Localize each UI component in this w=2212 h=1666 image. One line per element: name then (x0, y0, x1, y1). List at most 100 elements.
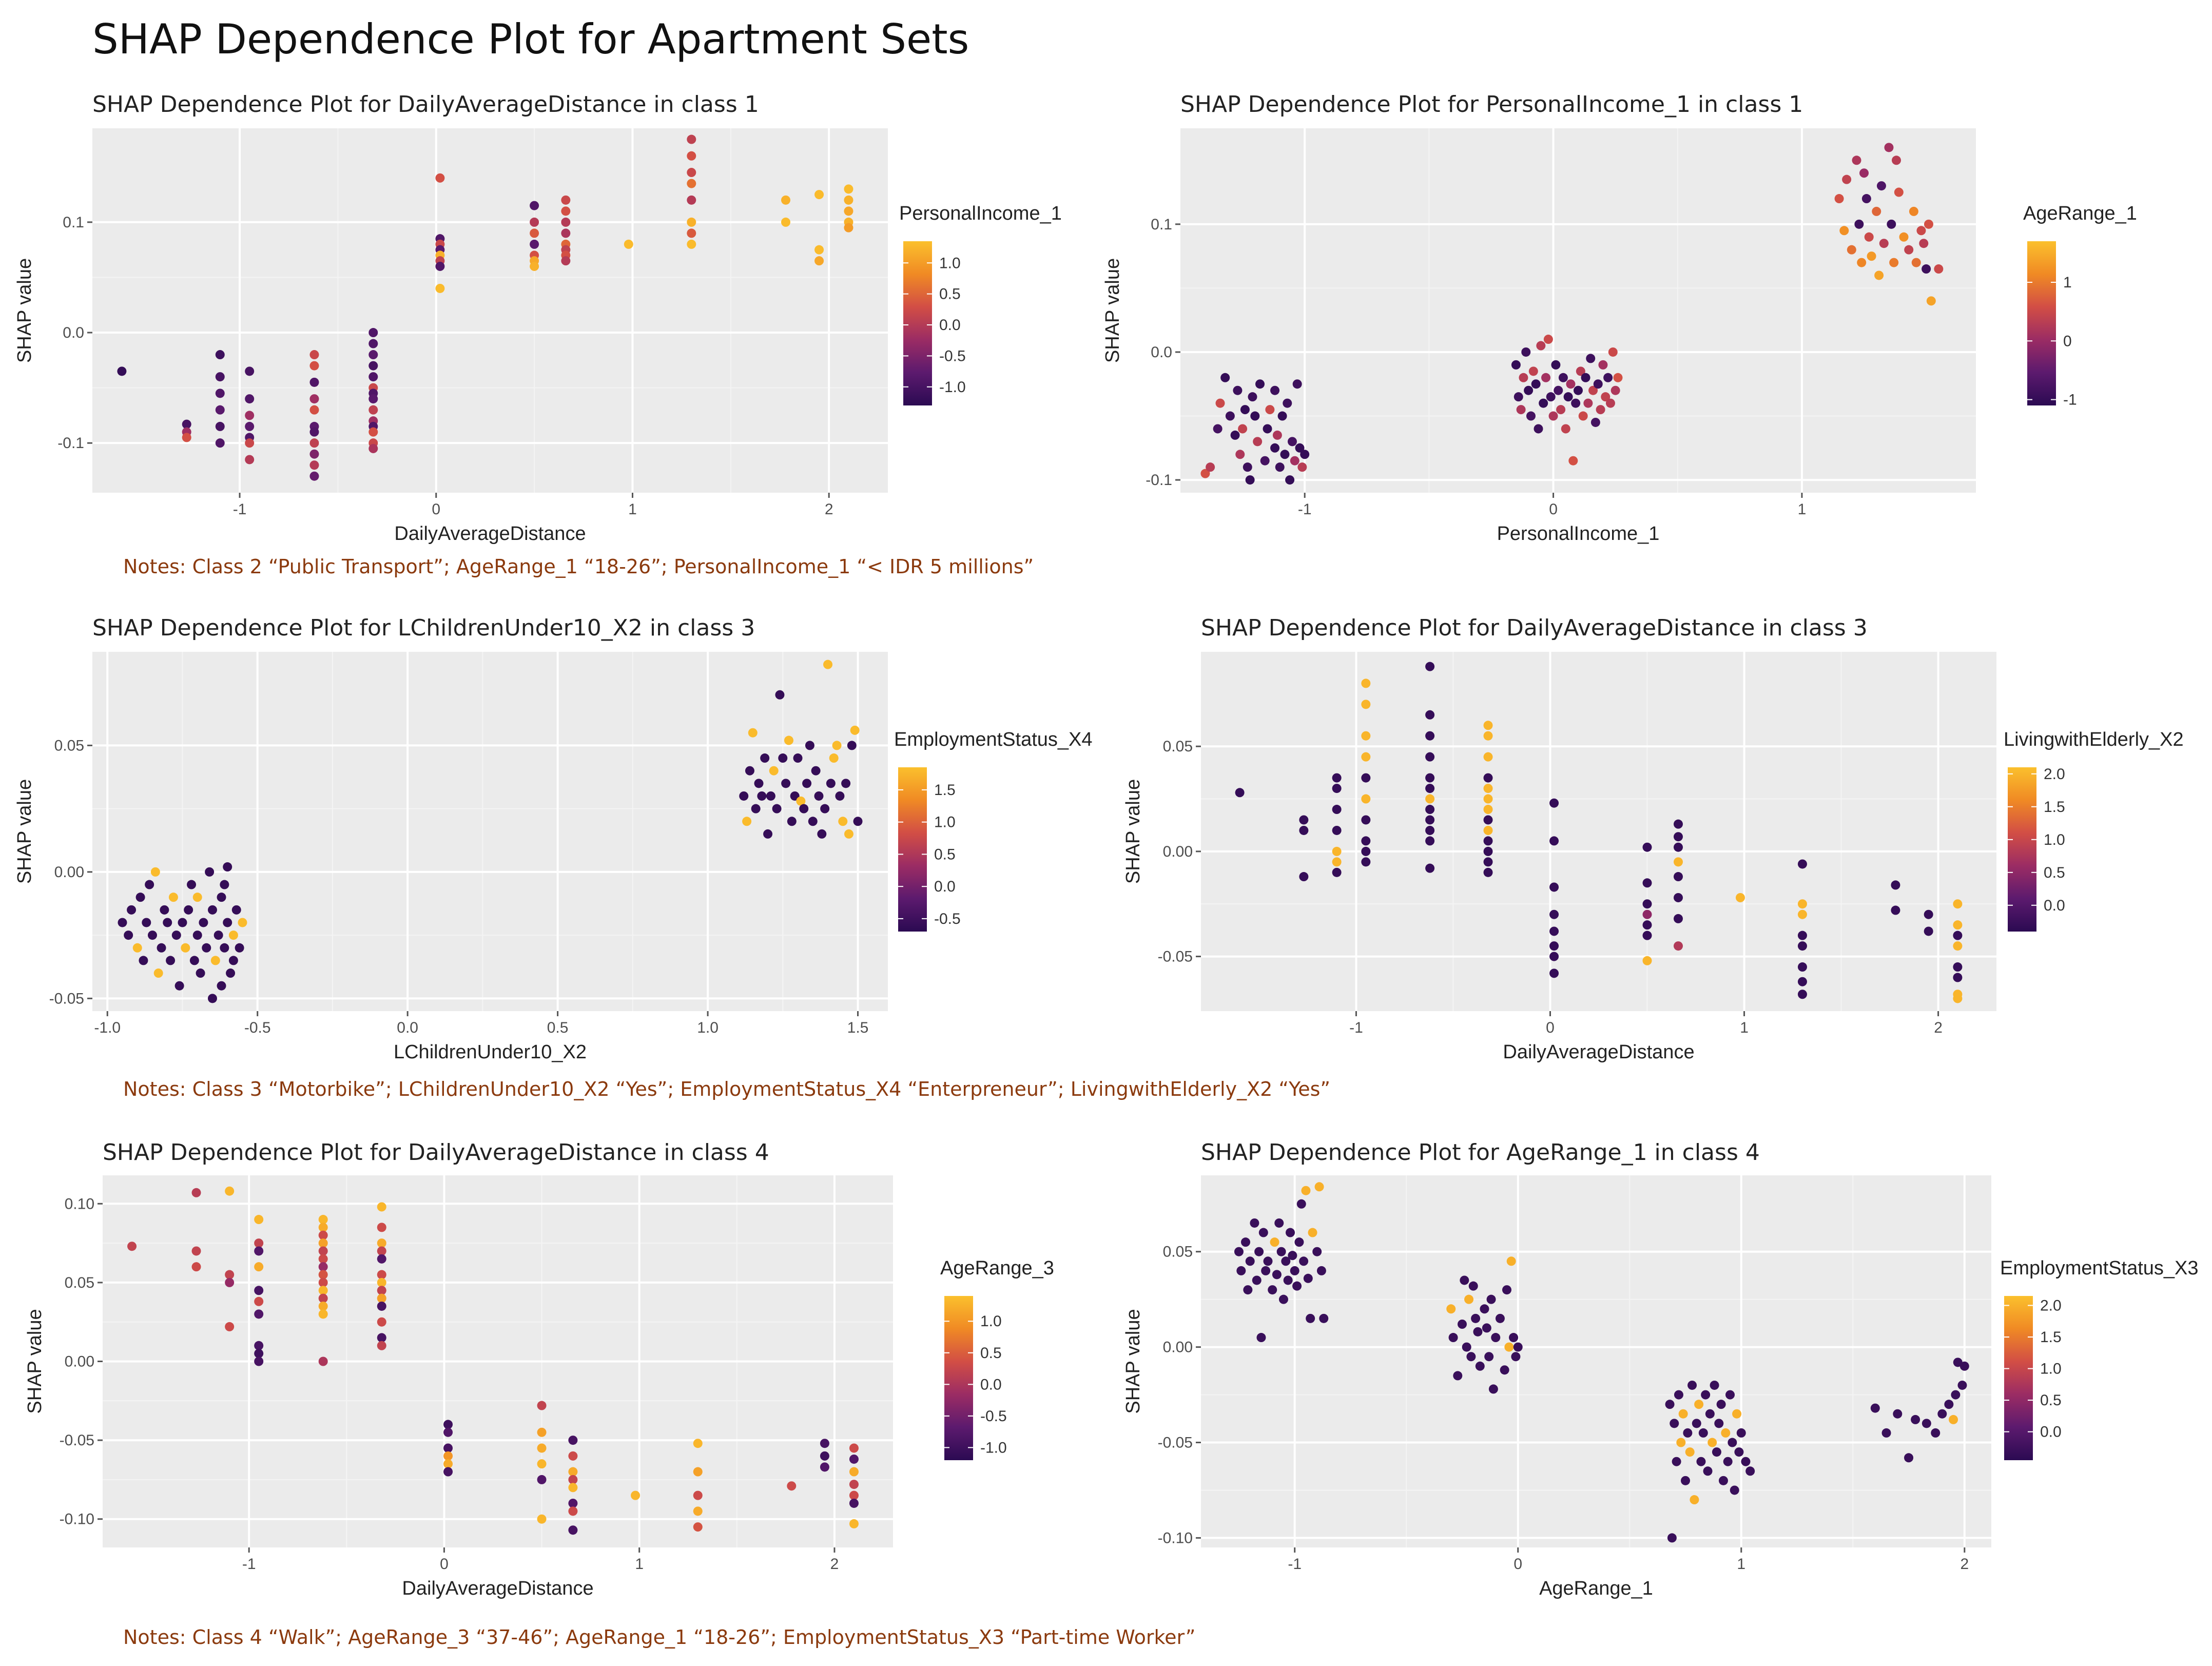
data-point (1361, 815, 1371, 825)
x-tick-label: 0.5 (547, 1019, 569, 1036)
data-point (820, 1439, 829, 1448)
data-point (1959, 1361, 1969, 1371)
data-point (1953, 973, 1963, 982)
data-point (1425, 794, 1435, 804)
data-point (245, 366, 255, 376)
data-point (309, 405, 319, 415)
data-point (377, 1293, 386, 1303)
data-point (217, 981, 226, 991)
data-point (1483, 784, 1493, 793)
data-point (377, 1333, 386, 1343)
data-point (1881, 1428, 1891, 1438)
data-point (1558, 373, 1568, 382)
data-point (1316, 1266, 1326, 1275)
data-point (1516, 405, 1526, 415)
data-point (568, 1525, 578, 1535)
data-point (693, 1439, 703, 1448)
y-tick-label: -0.1 (57, 435, 84, 452)
y-tick-label: 0.00 (1163, 843, 1193, 860)
data-point (1889, 258, 1899, 267)
data-point (1613, 373, 1623, 382)
data-point (318, 1270, 328, 1280)
data-point (309, 350, 319, 360)
data-point (1891, 880, 1900, 890)
data-point (225, 1186, 235, 1196)
data-point (1670, 1419, 1679, 1428)
data-point (309, 449, 319, 459)
data-point (318, 1357, 328, 1366)
data-point (1549, 882, 1559, 892)
data-point (168, 893, 178, 902)
chart-panel-1: -1 0 1 2 -0.1 0.0 0.1 DailyAverageDistance SHAP … (14, 128, 1062, 545)
legend-tick-label: -0.5 (934, 911, 961, 927)
data-point (1488, 1384, 1498, 1394)
data-point (309, 460, 319, 470)
data-point (1797, 931, 1807, 940)
x-tick-label: 0 (1546, 1019, 1555, 1036)
data-point (1361, 700, 1371, 709)
data-point (1263, 424, 1272, 434)
data-point (1425, 863, 1435, 873)
data-point (189, 956, 199, 965)
data-point (1471, 1313, 1481, 1323)
data-point (377, 1341, 386, 1350)
data-point (1891, 905, 1900, 915)
data-point (1448, 1333, 1458, 1343)
legend-tick-label: 0.5 (939, 286, 961, 303)
data-point (530, 239, 539, 249)
data-point (1332, 805, 1342, 815)
data-point (1531, 379, 1541, 389)
data-point (1867, 251, 1876, 261)
data-point (1549, 836, 1559, 846)
data-point (1745, 1466, 1755, 1476)
panel-title-5: SHAP Dependence Plot for DailyAverageDis… (103, 1139, 769, 1166)
data-point (1847, 245, 1856, 255)
data-point (757, 791, 767, 801)
y-tick-label: -0.10 (60, 1511, 94, 1528)
data-point (1598, 360, 1608, 370)
data-point (844, 223, 853, 233)
data-point (215, 372, 225, 382)
data-point (808, 817, 818, 826)
data-point (1250, 1218, 1259, 1228)
data-point (1953, 899, 1963, 909)
data-point (1870, 1403, 1880, 1413)
data-point (1480, 1304, 1489, 1314)
x-tick-label: 0 (1549, 501, 1558, 518)
data-point (215, 405, 225, 415)
legend-tick-label: -1 (2063, 392, 2077, 409)
data-point (849, 1498, 859, 1508)
data-point (147, 931, 157, 940)
data-point (844, 829, 853, 839)
data-point (1674, 1390, 1683, 1400)
data-point (1256, 1333, 1266, 1343)
data-point (1312, 1247, 1322, 1256)
data-point (207, 994, 217, 1003)
data-point (1539, 398, 1548, 408)
legend-tick-label: 0.5 (2040, 1392, 2062, 1409)
data-point (1361, 731, 1371, 741)
data-point (1457, 1320, 1467, 1329)
data-point (245, 394, 255, 404)
data-point (1425, 752, 1435, 762)
data-point (1425, 805, 1435, 815)
legend-tick-label: 1.0 (934, 814, 956, 831)
data-point (781, 195, 790, 205)
y-axis-title: SHAP value (1122, 1309, 1144, 1413)
x-tick-label: -1.0 (94, 1019, 121, 1036)
data-point (1306, 1313, 1315, 1323)
data-point (1899, 232, 1909, 242)
data-point (1252, 1275, 1262, 1285)
data-point (568, 1483, 578, 1493)
data-point (1270, 385, 1280, 395)
y-axis-title: SHAP value (1122, 779, 1144, 884)
data-point (1453, 1371, 1463, 1381)
data-point (377, 1254, 386, 1264)
data-point (1674, 832, 1683, 842)
data-point (443, 1467, 453, 1477)
data-point (1511, 360, 1521, 370)
legend-tick-label: 1.0 (939, 255, 961, 272)
data-point (817, 829, 827, 839)
note-class-2: Notes: Class 2 “Public Transport”; AgeRa… (123, 555, 1034, 578)
data-point (1297, 462, 1307, 472)
